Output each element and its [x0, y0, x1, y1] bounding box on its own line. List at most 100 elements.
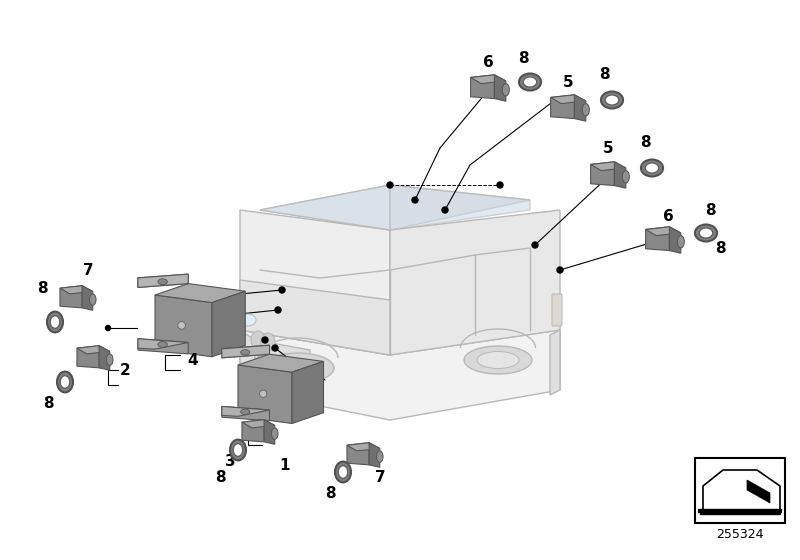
Circle shape [442, 207, 448, 213]
Text: 8: 8 [42, 395, 54, 410]
Polygon shape [470, 75, 494, 99]
Polygon shape [240, 210, 390, 355]
Text: 4: 4 [188, 352, 198, 367]
Text: 8: 8 [640, 134, 650, 150]
Polygon shape [138, 274, 188, 287]
Bar [700, 509, 780, 514]
Polygon shape [138, 339, 188, 354]
Ellipse shape [519, 73, 541, 91]
Circle shape [262, 337, 268, 343]
Polygon shape [574, 95, 586, 121]
Polygon shape [646, 227, 670, 250]
Circle shape [272, 367, 278, 373]
Text: 8: 8 [598, 67, 610, 82]
Ellipse shape [230, 440, 246, 460]
Ellipse shape [47, 311, 63, 333]
Polygon shape [238, 365, 292, 423]
FancyBboxPatch shape [552, 294, 562, 326]
Text: 5: 5 [602, 141, 614, 156]
Ellipse shape [477, 352, 519, 368]
Ellipse shape [234, 444, 243, 456]
Polygon shape [77, 346, 110, 354]
Ellipse shape [338, 465, 348, 478]
Circle shape [275, 307, 281, 313]
Ellipse shape [335, 461, 351, 482]
Circle shape [497, 182, 503, 188]
Polygon shape [222, 407, 270, 416]
Polygon shape [155, 295, 212, 357]
Ellipse shape [50, 316, 60, 328]
Text: 8: 8 [714, 240, 726, 255]
Polygon shape [138, 339, 188, 349]
Polygon shape [550, 95, 574, 119]
Text: 6: 6 [662, 208, 674, 223]
Polygon shape [550, 95, 586, 104]
Polygon shape [347, 443, 380, 451]
Ellipse shape [262, 353, 334, 383]
Text: 7: 7 [374, 469, 386, 484]
Ellipse shape [523, 77, 537, 87]
Text: 1: 1 [280, 459, 290, 474]
Ellipse shape [601, 91, 623, 109]
Ellipse shape [57, 372, 73, 393]
Polygon shape [260, 185, 530, 230]
Text: 8: 8 [705, 203, 715, 217]
Polygon shape [222, 407, 270, 421]
Ellipse shape [257, 356, 267, 364]
Circle shape [178, 321, 186, 329]
Polygon shape [470, 75, 506, 83]
Polygon shape [703, 470, 780, 511]
Polygon shape [242, 419, 274, 428]
Polygon shape [347, 443, 369, 465]
Text: 2: 2 [120, 362, 130, 377]
Polygon shape [260, 185, 390, 230]
Polygon shape [240, 330, 560, 420]
Text: 3: 3 [225, 455, 235, 469]
Ellipse shape [106, 354, 113, 365]
Polygon shape [390, 210, 560, 355]
Polygon shape [670, 227, 681, 253]
Ellipse shape [646, 163, 659, 173]
Polygon shape [590, 162, 614, 185]
Ellipse shape [241, 409, 250, 414]
Polygon shape [82, 286, 93, 310]
Polygon shape [138, 274, 188, 287]
Polygon shape [222, 345, 270, 358]
Ellipse shape [641, 160, 663, 176]
Ellipse shape [622, 171, 630, 183]
Polygon shape [390, 185, 530, 230]
Polygon shape [369, 443, 380, 467]
Text: 8: 8 [37, 281, 47, 296]
Text: 255324: 255324 [716, 529, 764, 542]
Polygon shape [60, 286, 82, 308]
Polygon shape [60, 286, 93, 294]
Polygon shape [747, 480, 770, 503]
Ellipse shape [464, 346, 532, 374]
Polygon shape [264, 419, 274, 444]
Ellipse shape [158, 279, 167, 284]
Polygon shape [240, 280, 390, 355]
Polygon shape [292, 361, 323, 423]
Ellipse shape [261, 333, 275, 351]
Text: 8: 8 [214, 469, 226, 484]
FancyBboxPatch shape [695, 458, 785, 523]
Ellipse shape [60, 376, 70, 389]
Circle shape [412, 197, 418, 203]
Ellipse shape [377, 451, 383, 463]
Polygon shape [590, 162, 626, 171]
Polygon shape [155, 283, 246, 302]
Circle shape [557, 267, 563, 273]
Circle shape [106, 325, 110, 330]
Polygon shape [242, 419, 264, 442]
Polygon shape [646, 227, 681, 236]
Polygon shape [240, 330, 255, 380]
Polygon shape [77, 346, 99, 368]
Text: 7: 7 [82, 263, 94, 278]
Polygon shape [222, 345, 270, 358]
Circle shape [259, 390, 267, 398]
Ellipse shape [695, 225, 717, 241]
Circle shape [279, 287, 285, 293]
Text: 8: 8 [518, 50, 528, 66]
Circle shape [532, 242, 538, 248]
Polygon shape [614, 162, 626, 188]
